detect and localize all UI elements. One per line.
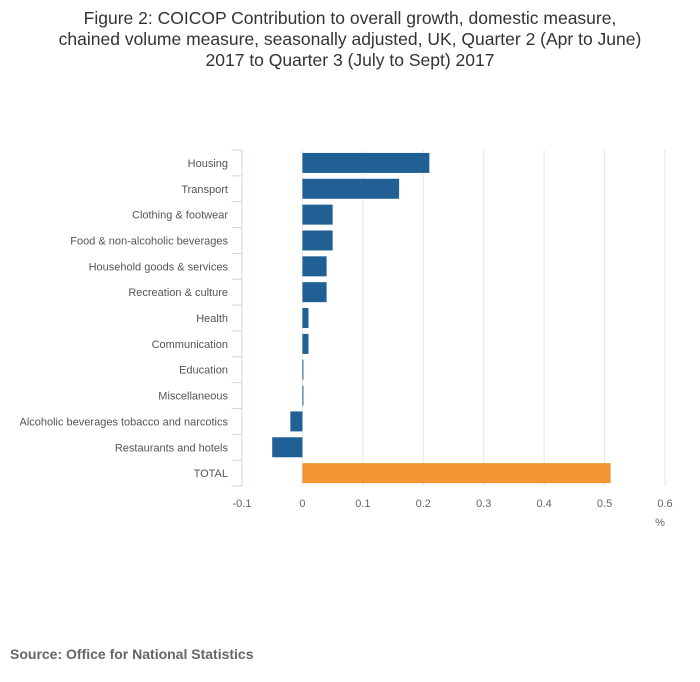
bars [272,152,611,484]
category-label: Health [196,313,228,325]
bar-miscellaneous [302,385,304,406]
category-label: Restaurants and hotels [115,442,229,454]
source-note: Source: Office for National Statistics [10,646,254,662]
category-label: Miscellaneous [158,391,228,403]
category-label: Household goods & services [89,261,229,273]
category-label: Communication [152,339,228,351]
y-axis [232,149,243,487]
bar-total [302,463,611,484]
bar-alcoholic-beverages-tobacco-and-narcotics [290,411,303,432]
chart-title-line-2: chained volume measure, seasonally adjus… [58,29,642,49]
x-tick-label: 0.5 [597,498,612,510]
bar-communication [302,333,309,354]
chart-title-line-3: 2017 to Quarter 3 (July to Sept) 2017 [205,50,495,70]
category-label: Housing [188,158,228,170]
chart-title: Figure 2: COICOP Contribution to overall… [0,8,700,71]
x-tick-label: -0.1 [233,498,252,510]
x-tick-label: 0.1 [355,498,370,510]
category-label: Alcoholic beverages tobacco and narcotic… [19,416,228,428]
category-labels: Housing Transport Clothing & footwear Food … [19,158,228,480]
x-tick-label: 0.4 [536,498,551,510]
x-axis-label: % [655,517,665,529]
x-tick-labels: -0.1 0 0.1 0.2 0.3 0.4 0.5 0.6 [233,498,673,510]
gridlines [301,150,666,487]
x-tick-label: 0.3 [476,498,491,510]
category-label: Transport [181,184,228,196]
bar-restaurants-and-hotels [272,437,303,458]
x-tick-label: 0.2 [416,498,431,510]
chart-title-line-1: Figure 2: COICOP Contribution to overall… [83,8,617,28]
x-tick-label: 0.6 [657,498,672,510]
category-label: Food & non-alcoholic beverages [70,235,228,247]
bar-food-non-alcoholic-beverages [302,230,333,251]
category-label: Clothing & footwear [132,210,228,222]
category-label: Recreation & culture [128,287,228,299]
category-label: TOTAL [194,468,228,480]
bar-housing [302,152,430,173]
bar-education [302,359,304,380]
bar-clothing-footwear [302,204,333,225]
bar-household-goods-services [302,256,327,277]
x-tick-label: 0 [299,498,305,510]
bar-transport [302,178,400,199]
bar-health [302,308,309,329]
bar-recreation-culture [302,282,327,303]
category-label: Education [179,365,228,377]
